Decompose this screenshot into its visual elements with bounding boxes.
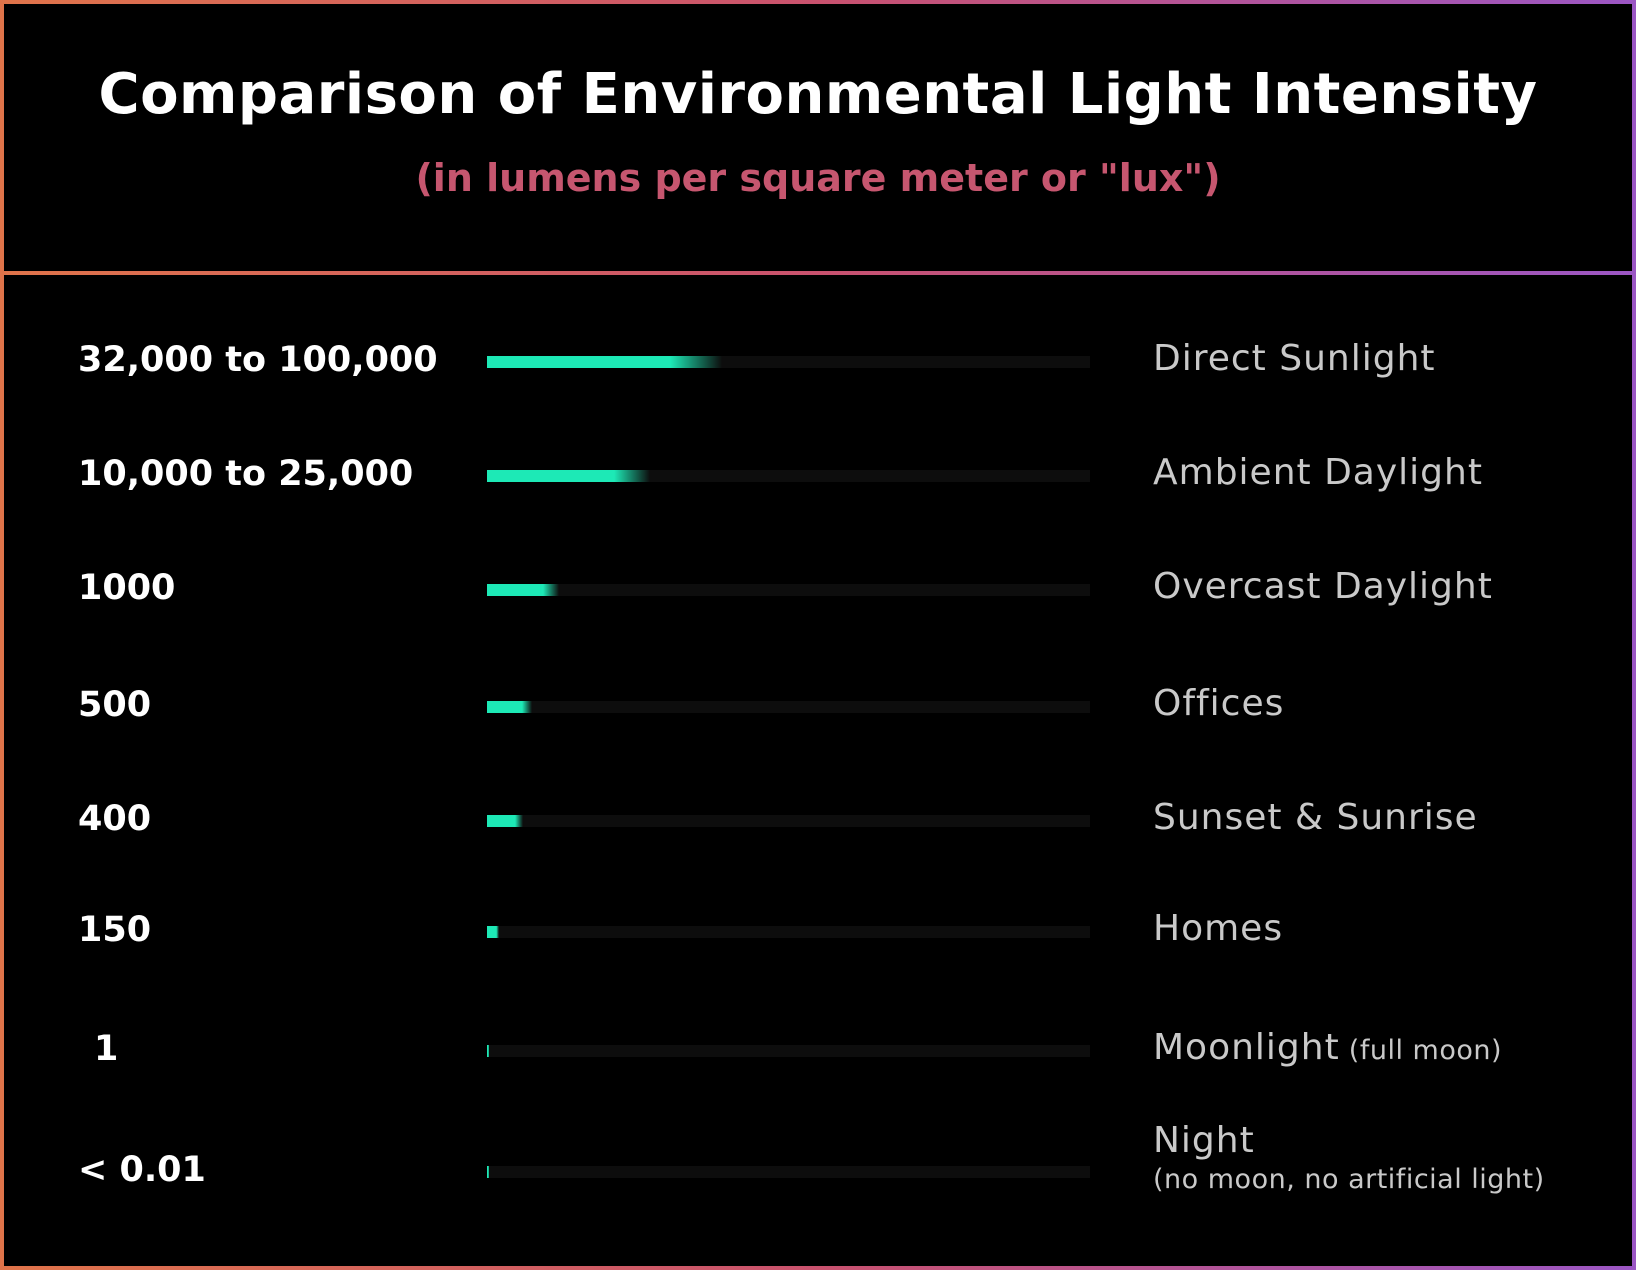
- value-label: 32,000 to 100,000: [78, 340, 438, 380]
- bar: [487, 584, 559, 596]
- bar-track: [487, 701, 1090, 713]
- category-label: Homes: [1153, 908, 1283, 949]
- bar: [487, 926, 499, 938]
- bar: [487, 1166, 489, 1178]
- category-name: Overcast Daylight: [1153, 566, 1493, 607]
- category-label: Offices: [1153, 683, 1284, 724]
- category-name: Ambient Daylight: [1153, 452, 1483, 493]
- category-label: Ambient Daylight: [1153, 452, 1483, 493]
- category-name: Sunset & Sunrise: [1153, 797, 1478, 838]
- category-label: Sunset & Sunrise: [1153, 797, 1478, 838]
- category-name: Offices: [1153, 683, 1285, 724]
- value-label: 1000: [78, 568, 176, 608]
- bar: [487, 470, 650, 482]
- bar-track: [487, 470, 1090, 482]
- value-label: 400: [78, 799, 152, 839]
- bar: [487, 815, 523, 827]
- bar-track: [487, 356, 1090, 368]
- bar-track: [487, 1166, 1090, 1178]
- bar: [487, 701, 532, 713]
- bar-track: [487, 926, 1090, 938]
- category-name: Night: [1153, 1120, 1255, 1161]
- value-label: < 0.01: [78, 1150, 206, 1190]
- category-label: Moonlight (full moon): [1153, 1027, 1502, 1068]
- category-label: Night: [1153, 1120, 1255, 1161]
- category-name: Moonlight: [1153, 1027, 1340, 1068]
- value-label: 150: [78, 910, 152, 950]
- category-note: (full moon): [1339, 1035, 1503, 1066]
- category-name: Homes: [1153, 908, 1284, 949]
- bar: [487, 356, 722, 368]
- chart-title: Comparison of Environmental Light Intens…: [98, 62, 1538, 127]
- bar: [487, 1045, 489, 1057]
- value-label: 1: [94, 1029, 119, 1069]
- category-label: Direct Sunlight: [1153, 338, 1436, 379]
- category-name: Direct Sunlight: [1153, 338, 1436, 379]
- bar-track: [487, 815, 1090, 827]
- bar-track: [487, 584, 1090, 596]
- value-label: 10,000 to 25,000: [78, 454, 414, 494]
- bar-track: [487, 1045, 1090, 1057]
- chart-subtitle: (in lumens per square meter or "lux"): [415, 156, 1221, 200]
- category-note: (no moon, no artificial light): [1153, 1164, 1545, 1195]
- header-divider: [0, 271, 1636, 275]
- value-label: 500: [78, 685, 152, 725]
- category-label: Overcast Daylight: [1153, 566, 1493, 607]
